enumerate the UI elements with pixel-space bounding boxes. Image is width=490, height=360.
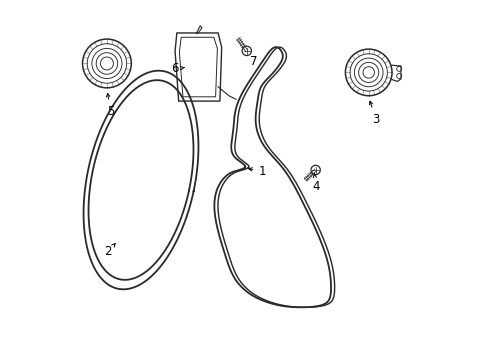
Text: 3: 3 [369, 101, 380, 126]
Text: 5: 5 [106, 94, 114, 118]
Text: 6: 6 [172, 62, 185, 75]
Text: 7: 7 [250, 55, 258, 68]
Text: 1: 1 [249, 165, 266, 177]
Text: 4: 4 [313, 174, 320, 193]
Text: 2: 2 [104, 244, 115, 258]
